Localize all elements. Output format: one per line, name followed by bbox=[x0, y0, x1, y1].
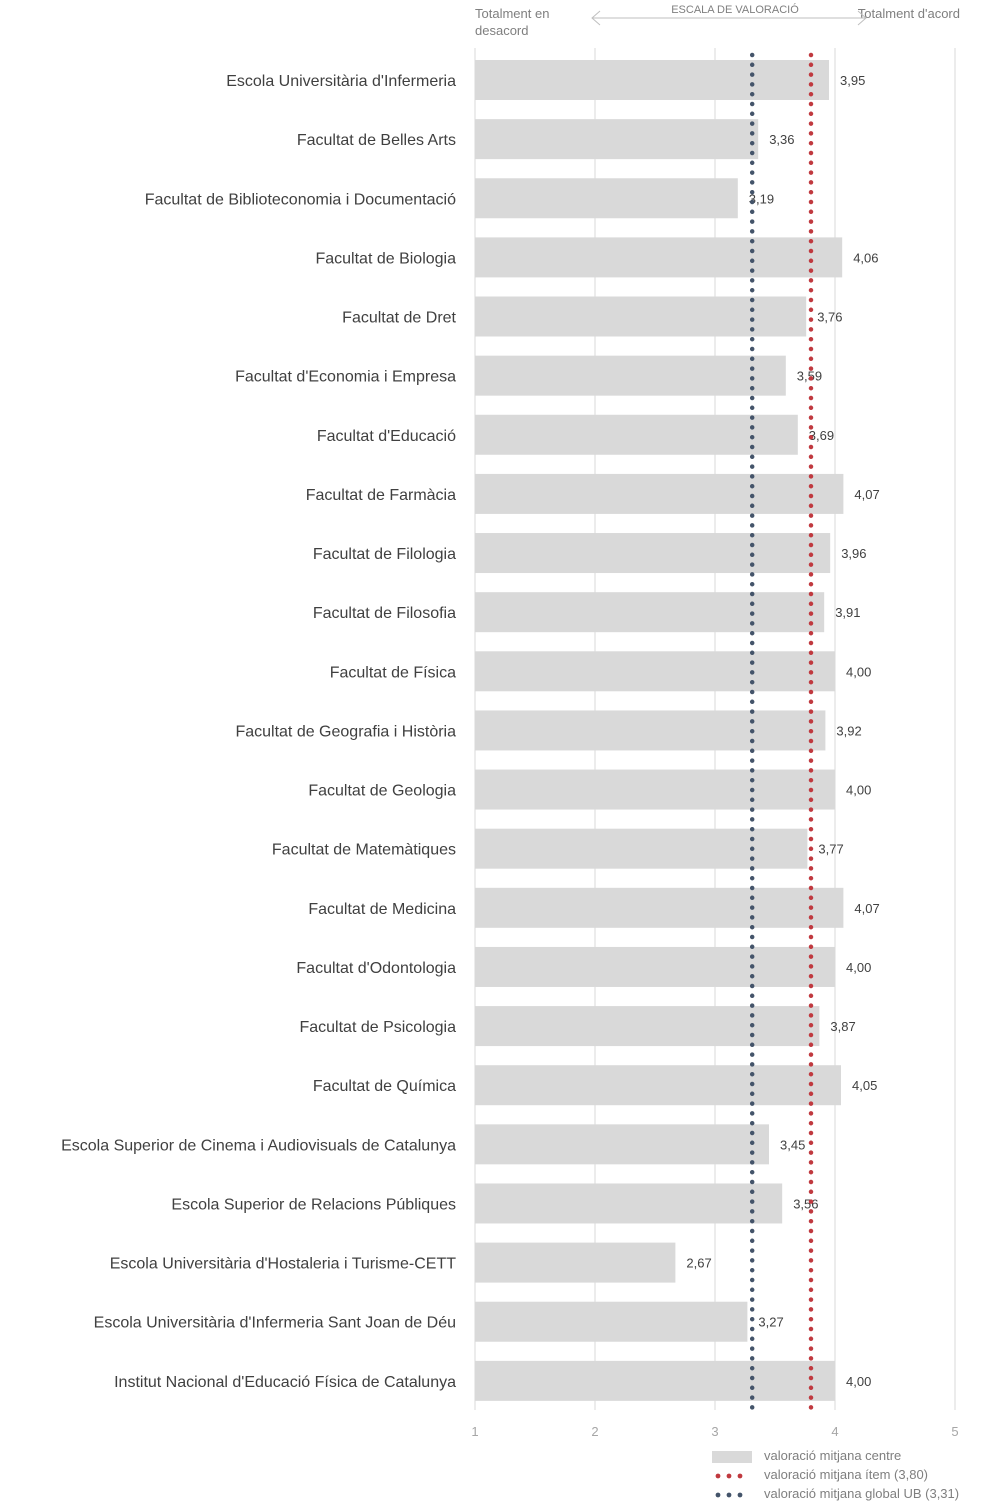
category-label: Facultat de Medicina bbox=[308, 901, 456, 918]
category-label: Facultat de Filosofia bbox=[313, 605, 456, 622]
bar bbox=[475, 829, 807, 869]
legend-item-centre: valoració mitjana centre bbox=[712, 1448, 987, 1467]
category-label: Facultat d'Odontologia bbox=[296, 960, 456, 977]
x-tick-label: 2 bbox=[591, 1424, 598, 1439]
bar bbox=[475, 1243, 675, 1283]
category-label: Facultat de Biblioteconomia i Documentac… bbox=[145, 191, 456, 208]
bar bbox=[475, 888, 843, 928]
bar bbox=[475, 415, 798, 455]
category-label: Facultat de Biologia bbox=[315, 250, 456, 267]
bar bbox=[475, 710, 825, 750]
category-label: Facultat de Dret bbox=[342, 310, 456, 327]
category-label: Escola Universitària d'Hostaleria i Turi… bbox=[110, 1256, 456, 1273]
category-label: Escola Universitària d'Infermeria Sant J… bbox=[94, 1315, 456, 1332]
value-label: 4,06 bbox=[853, 250, 878, 265]
category-label: Facultat de Filologia bbox=[313, 546, 456, 563]
bar bbox=[475, 474, 843, 514]
category-label: Facultat de Química bbox=[313, 1078, 456, 1095]
legend-swatch-red-dots bbox=[714, 1471, 754, 1481]
category-label: Facultat de Física bbox=[330, 664, 456, 681]
value-label: 3,56 bbox=[793, 1196, 818, 1211]
bar bbox=[475, 297, 806, 337]
value-label: 3,95 bbox=[840, 73, 865, 88]
bar bbox=[475, 770, 835, 810]
bar bbox=[475, 178, 738, 218]
bar bbox=[475, 60, 829, 100]
bar bbox=[475, 1183, 782, 1223]
bar bbox=[475, 1124, 769, 1164]
bar bbox=[475, 119, 758, 159]
value-label: 3,91 bbox=[835, 605, 860, 620]
value-label: 3,76 bbox=[817, 310, 842, 325]
category-label: Facultat de Psicologia bbox=[299, 1019, 456, 1036]
bar bbox=[475, 1302, 747, 1342]
legend: valoració mitjana centre valoració mitja… bbox=[712, 1448, 987, 1505]
value-label: 3,69 bbox=[809, 428, 834, 443]
value-label: 3,77 bbox=[818, 842, 843, 857]
legend-label: valoració mitjana centre bbox=[764, 1448, 901, 1463]
category-label: Escola Universitària d'Infermeria bbox=[226, 73, 456, 90]
bar bbox=[475, 533, 830, 573]
value-label: 4,00 bbox=[846, 960, 871, 975]
bar bbox=[475, 1361, 835, 1401]
legend-swatch-blue-dots bbox=[714, 1490, 754, 1500]
bar bbox=[475, 356, 786, 396]
value-label: 4,07 bbox=[854, 901, 879, 916]
value-label: 3,45 bbox=[780, 1137, 805, 1152]
bar bbox=[475, 651, 835, 691]
category-label: Facultat de Geologia bbox=[308, 783, 456, 800]
x-tick-label: 3 bbox=[711, 1424, 718, 1439]
value-label: 3,36 bbox=[769, 132, 794, 147]
bar bbox=[475, 592, 824, 632]
legend-label: valoració mitjana ítem (3,80) bbox=[764, 1467, 928, 1482]
category-label: Facultat d'Educació bbox=[317, 428, 456, 445]
value-label: 3,87 bbox=[830, 1019, 855, 1034]
bar bbox=[475, 947, 835, 987]
category-label: Facultat d'Economia i Empresa bbox=[235, 369, 456, 386]
value-label: 4,00 bbox=[846, 783, 871, 798]
x-tick-label: 4 bbox=[831, 1424, 838, 1439]
legend-swatch-bar bbox=[712, 1451, 752, 1463]
x-tick-label: 1 bbox=[471, 1424, 478, 1439]
value-label: 4,00 bbox=[846, 1374, 871, 1389]
bar bbox=[475, 237, 842, 277]
legend-item-item-mean: valoració mitjana ítem (3,80) bbox=[712, 1467, 987, 1486]
bar bbox=[475, 1006, 819, 1046]
value-label: 3,59 bbox=[797, 369, 822, 384]
legend-label: valoració mitjana global UB (3,31) bbox=[764, 1486, 959, 1501]
legend-item-global-mean: valoració mitjana global UB (3,31) bbox=[712, 1486, 987, 1505]
value-label: 3,96 bbox=[841, 546, 866, 561]
bar bbox=[475, 1065, 841, 1105]
category-label: Facultat de Geografia i Història bbox=[235, 723, 456, 740]
value-label: 2,67 bbox=[686, 1256, 711, 1271]
category-label: Facultat de Belles Arts bbox=[297, 132, 456, 149]
category-label: Escola Superior de Relacions Públiques bbox=[171, 1196, 456, 1213]
value-label: 3,27 bbox=[758, 1315, 783, 1330]
category-label: Escola Superior de Cinema i Audiovisuals… bbox=[61, 1137, 456, 1154]
category-label: Facultat de Matemàtiques bbox=[272, 842, 456, 859]
x-tick-label: 5 bbox=[951, 1424, 958, 1439]
category-label: Facultat de Farmàcia bbox=[306, 487, 456, 504]
value-label: 3,92 bbox=[836, 723, 861, 738]
value-label: 4,00 bbox=[846, 664, 871, 679]
value-label: 4,05 bbox=[852, 1078, 877, 1093]
value-label: 4,07 bbox=[854, 487, 879, 502]
category-label: Institut Nacional d'Educació Física de C… bbox=[114, 1374, 456, 1391]
